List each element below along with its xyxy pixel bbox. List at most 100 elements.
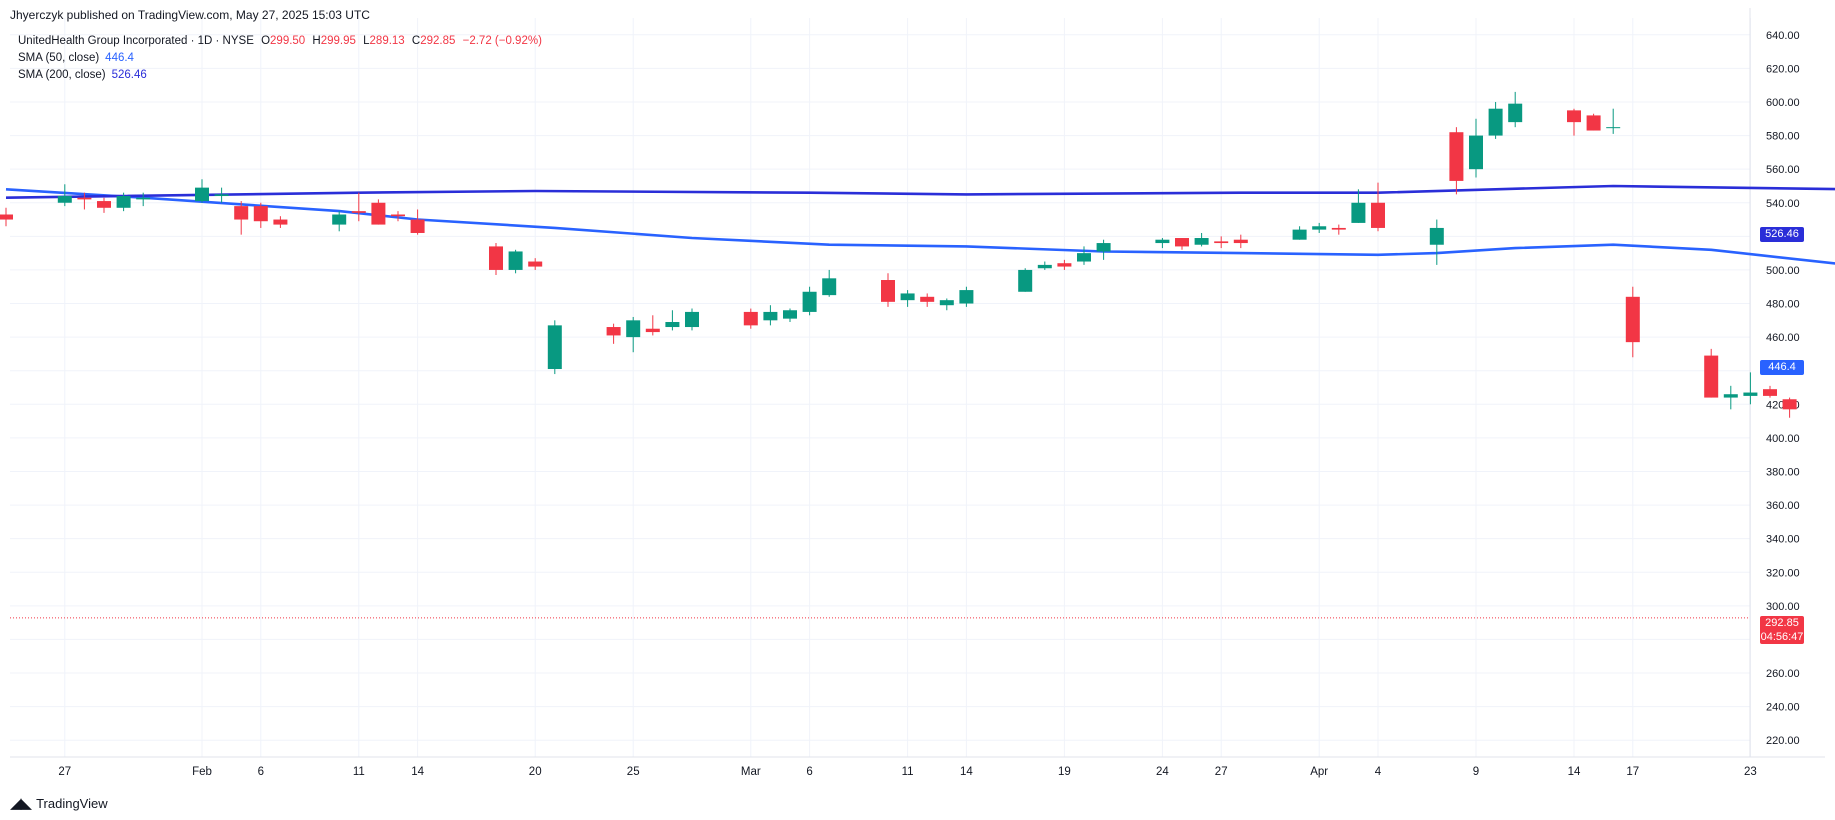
last-price-badge: 292.85 04:56:47 — [1760, 616, 1804, 644]
candle-body — [1018, 269, 1033, 292]
symbol-title[interactable]: UnitedHealth Group Incorporated · 1D · N… — [18, 35, 254, 47]
candle-body — [1037, 264, 1052, 269]
candle-body — [195, 187, 209, 202]
candle-body — [1057, 263, 1072, 267]
candle-body — [1175, 238, 1189, 247]
candle-body — [1194, 238, 1209, 245]
x-tick-label: 23 — [1744, 766, 1757, 778]
y-tick-label: 580.00 — [1766, 131, 1800, 143]
x-tick-label: 11 — [353, 766, 365, 778]
sma200-label: SMA (200, close) — [18, 69, 106, 81]
sma50-value: 446.4 — [105, 52, 134, 64]
sma200-price-badge: 526.46 — [1760, 227, 1804, 242]
candle-body — [332, 214, 347, 225]
x-tick-label: 14 — [411, 766, 424, 778]
sma50-legend[interactable]: SMA (50, close) 446.4 — [18, 52, 134, 64]
y-tick-label: 600.00 — [1766, 97, 1800, 109]
y-tick-label: 500.00 — [1766, 265, 1800, 277]
candle-body — [214, 194, 229, 197]
y-tick-label: 620.00 — [1766, 63, 1800, 75]
candle-body — [959, 290, 974, 304]
y-tick-label: 400.00 — [1766, 433, 1800, 445]
y-tick-label: 320.00 — [1766, 567, 1800, 579]
x-tick-label: 11 — [902, 766, 914, 778]
candle-body — [1371, 202, 1385, 228]
x-tick-label: 9 — [1473, 766, 1479, 778]
x-tick-label: Mar — [741, 766, 761, 778]
candle-body — [939, 300, 954, 306]
sma200-legend[interactable]: SMA (200, close) 526.46 — [18, 69, 147, 81]
candle-body — [645, 328, 660, 333]
x-tick-label: 6 — [258, 766, 264, 778]
candle-body — [1292, 229, 1307, 240]
candle-body — [1743, 392, 1758, 396]
published-header: Jhyerczyk published on TradingView.com, … — [10, 8, 370, 22]
sma50-price-badge: 446.4 — [1760, 360, 1804, 375]
candle-body — [136, 197, 151, 200]
footer-brand[interactable]: ◢◣ TradingView — [10, 794, 108, 812]
x-tick-label: 20 — [529, 766, 542, 778]
change-value: −2.72 (−0.92%) — [462, 35, 542, 47]
candle-body — [1233, 239, 1248, 244]
candle-body — [1508, 103, 1523, 123]
candle-body — [391, 214, 405, 217]
candle-body — [822, 278, 837, 296]
high-value: 299.95 — [320, 35, 356, 47]
candle-body — [626, 320, 641, 338]
candle-body — [1763, 389, 1777, 396]
candle-body — [881, 280, 895, 302]
x-tick-label: 27 — [1215, 766, 1228, 778]
x-tick-label: 24 — [1156, 766, 1169, 778]
x-tick-label: 25 — [627, 766, 640, 778]
candle-body — [1077, 253, 1091, 262]
candle-body — [1723, 394, 1738, 398]
last-price-value: 292.85 — [1765, 617, 1799, 629]
high-label: H — [312, 35, 321, 47]
candle-body — [371, 202, 386, 225]
candle-body — [900, 293, 915, 301]
y-tick-label: 220.00 — [1766, 735, 1800, 747]
candle-body — [57, 196, 72, 203]
candle-body — [489, 246, 503, 270]
sma50-line — [5, 188, 1835, 265]
open-value: 299.50 — [270, 35, 306, 47]
y-tick-label: 240.00 — [1766, 702, 1800, 714]
candle-body — [1586, 115, 1601, 131]
y-tick-label: 360.00 — [1766, 500, 1800, 512]
candle-body — [1312, 226, 1327, 230]
footer-brand-text: TradingView — [36, 795, 108, 811]
close-value: 292.85 — [420, 35, 456, 47]
y-tick-label: 540.00 — [1766, 198, 1800, 210]
candle-body — [920, 296, 935, 302]
candle-body — [783, 310, 797, 319]
candle-body — [547, 325, 562, 370]
candle-body — [1155, 239, 1170, 244]
candle-body — [1429, 227, 1444, 245]
x-tick-label: 14 — [1568, 766, 1581, 778]
candle-body — [1096, 243, 1111, 252]
candle-body — [508, 251, 523, 270]
candle-body — [97, 201, 111, 208]
y-tick-label: 260.00 — [1766, 668, 1800, 680]
candle-body — [253, 206, 268, 222]
candle-body — [1704, 355, 1719, 398]
x-tick-label: 14 — [960, 766, 973, 778]
y-tick-label: 480.00 — [1766, 299, 1800, 311]
x-tick-label: 4 — [1375, 766, 1382, 778]
sma50-label: SMA (50, close) — [18, 52, 100, 64]
y-tick-label: 460.00 — [1766, 332, 1800, 344]
x-tick-label: 19 — [1058, 766, 1071, 778]
open-label: O — [261, 35, 271, 47]
candle-body — [1469, 135, 1483, 170]
candle-body — [685, 311, 699, 328]
candle-body — [1567, 110, 1581, 123]
x-tick-label: Apr — [1310, 766, 1328, 778]
candle-body — [1782, 399, 1797, 410]
candle-body — [410, 219, 425, 233]
x-tick-label: 27 — [58, 766, 71, 778]
candle-body — [1214, 241, 1229, 244]
x-tick-label: 17 — [1626, 766, 1639, 778]
candle-body — [351, 211, 366, 213]
candle-body — [234, 206, 249, 220]
